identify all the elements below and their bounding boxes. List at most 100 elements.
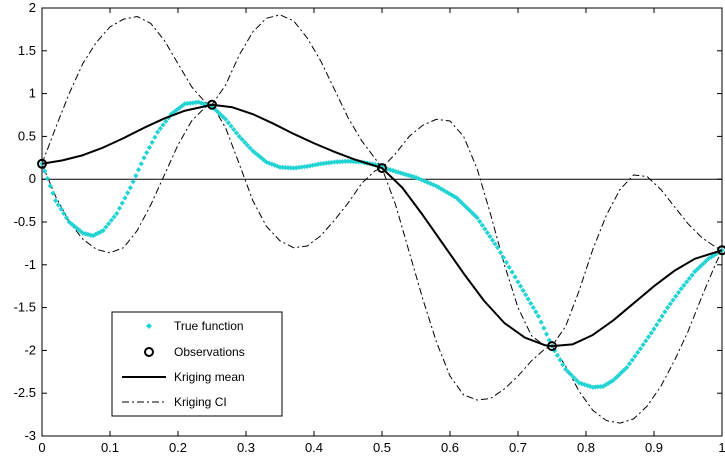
true-function-point <box>469 210 475 216</box>
true-function-point <box>487 233 493 240</box>
true-function-point <box>348 158 354 164</box>
true-function-point <box>220 114 226 120</box>
y-tick-label: -2 <box>24 342 36 357</box>
y-tick-label: -1.5 <box>14 300 36 315</box>
y-tick-label: -3 <box>24 428 36 443</box>
true-function-point <box>47 183 53 189</box>
true-function-point <box>135 167 142 173</box>
true-function-point <box>171 109 177 115</box>
true-function-point <box>274 163 280 169</box>
x-tick-label: 0.3 <box>237 440 255 455</box>
true-function-point <box>337 159 343 165</box>
true-function-point <box>484 230 490 236</box>
true-function-point <box>138 161 144 167</box>
true-function-point <box>546 337 552 343</box>
true-function-point <box>530 305 536 311</box>
true-function-point <box>595 384 601 390</box>
true-function-point <box>405 172 411 178</box>
y-tick-label: -1 <box>24 257 36 272</box>
true-function-point <box>44 175 51 182</box>
legend-box <box>111 311 283 417</box>
true-function-point <box>700 261 706 267</box>
true-function-point <box>63 215 70 221</box>
true-function-point <box>689 272 695 278</box>
y-tick-label: -2.5 <box>14 385 36 400</box>
true-function-point <box>312 162 318 168</box>
legend-item-true-function: True function <box>146 319 244 333</box>
true-function-point <box>565 369 571 375</box>
true-function-point <box>506 264 512 270</box>
true-function-point <box>563 366 569 372</box>
true-function-point <box>280 164 286 170</box>
true-function-point <box>554 352 561 358</box>
true-function-point <box>643 338 649 344</box>
true-function-point <box>576 380 582 386</box>
series-layer <box>37 14 725 424</box>
true-function-point <box>474 215 480 221</box>
true-function-point <box>654 322 660 328</box>
true-function-point <box>122 195 128 201</box>
true-function-point <box>225 120 231 126</box>
x-tick-label: 0.1 <box>101 440 119 455</box>
true-function-point <box>233 130 240 136</box>
true-function-point <box>239 136 245 142</box>
true-function-point <box>55 202 61 208</box>
true-function-point <box>477 218 483 225</box>
true-function-point <box>127 185 133 191</box>
true-function-point <box>263 159 269 165</box>
true-function-point <box>269 161 275 167</box>
true-function-point <box>645 334 652 340</box>
x-tick-label: 1 <box>718 440 725 455</box>
observation-marker <box>207 99 217 110</box>
true-function-point <box>573 377 580 383</box>
true-function-point <box>640 342 646 348</box>
true-function-point <box>472 212 478 218</box>
true-function-point <box>236 133 242 139</box>
true-function-point <box>408 173 414 179</box>
true-function-point <box>163 118 169 124</box>
true-function-point <box>252 150 259 156</box>
true-function-point <box>441 187 447 194</box>
true-function-point <box>686 275 692 282</box>
true-function-point <box>247 145 253 151</box>
true-function-point <box>157 125 163 132</box>
true-function-point <box>387 167 393 173</box>
true-function-point <box>621 367 627 373</box>
true-function-series <box>39 99 725 390</box>
true-function-point <box>597 383 604 390</box>
true-function-point <box>318 161 324 167</box>
true-function-point <box>144 150 150 156</box>
true-function-point <box>100 227 106 234</box>
true-function-point <box>533 309 539 315</box>
true-function-point <box>590 384 596 390</box>
x-tick-label: 0.6 <box>441 440 459 455</box>
true-function-point <box>602 382 609 388</box>
true-function-point <box>58 206 64 212</box>
true-function-point <box>605 380 611 386</box>
true-function-point <box>395 169 401 175</box>
true-function-point <box>90 233 96 239</box>
x-tick-label: 0.7 <box>509 440 527 455</box>
true-function-point <box>675 289 682 296</box>
true-function-point <box>482 226 488 232</box>
true-function-point <box>174 107 180 113</box>
true-function-point <box>114 210 120 217</box>
true-function-point <box>495 245 501 251</box>
true-function-point <box>618 370 624 376</box>
true-function-point <box>403 171 409 178</box>
true-function-point <box>61 210 67 217</box>
true-function-point <box>525 296 531 302</box>
true-function-point <box>456 197 462 204</box>
true-function-point <box>454 195 460 201</box>
x-tick-label: 0.9 <box>645 440 663 455</box>
legend-item-kriging-mean: Kriging mean <box>122 370 245 384</box>
true-function-point <box>133 173 139 179</box>
true-function-point <box>629 357 635 363</box>
true-function-point <box>509 269 515 275</box>
true-function-point <box>342 158 348 164</box>
y-tick-label: 1 <box>29 86 36 101</box>
true-function-point <box>492 241 498 247</box>
true-function-point <box>665 305 671 311</box>
x-tick-label: 0.8 <box>577 440 595 455</box>
true-function-point <box>141 155 147 161</box>
